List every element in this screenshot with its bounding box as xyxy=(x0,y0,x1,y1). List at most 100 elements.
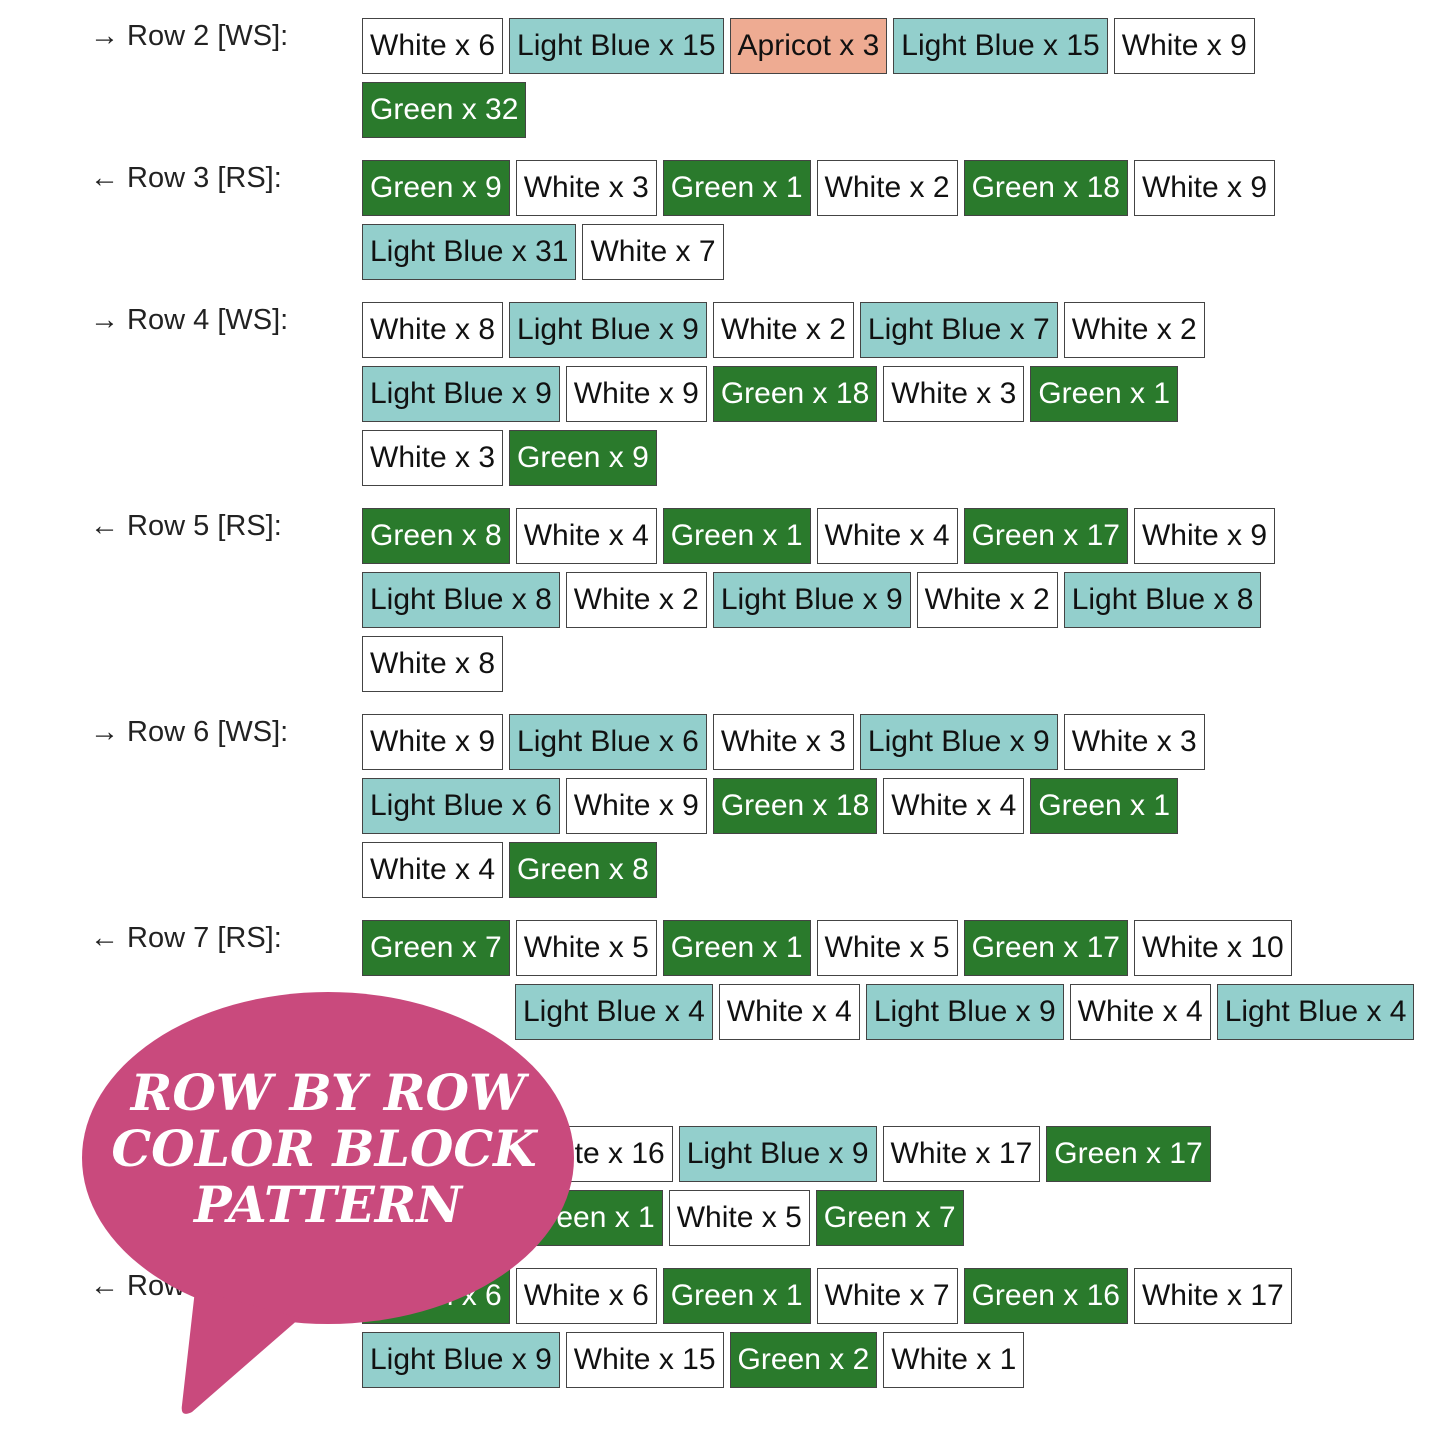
color-block: Light Blue x 9 xyxy=(712,572,911,628)
color-block: White x 4 xyxy=(883,778,1025,834)
pattern-row: ← Row 5 [RS]: Green x 8 White x 4 Green x 1… xyxy=(0,508,1445,692)
color-block: Green x 16 xyxy=(963,1268,1128,1324)
color-block: White x 2 xyxy=(816,160,958,216)
color-block: Green x 1 xyxy=(1030,366,1179,422)
color-block: Green x 1 xyxy=(662,508,811,564)
color-block: White x 3 xyxy=(362,430,504,486)
color-block: Light Blue x 4 xyxy=(1216,984,1415,1040)
color-block: White x 8 xyxy=(362,302,504,358)
block-line: Green x 9 White x 3 Green x 1 White x 2 Gree… xyxy=(362,160,1445,216)
badge-bubble xyxy=(82,992,574,1414)
block-line: White x 8 xyxy=(362,636,1445,692)
block-line: Green x 32 xyxy=(362,82,1445,138)
color-block: Green x 7 xyxy=(815,1190,964,1246)
block-line: Light Blue x 9 White x 9 Green x 18 White x… xyxy=(362,366,1445,422)
color-block: White x 2 xyxy=(712,302,854,358)
block-line: White x 4 Green x 8 xyxy=(362,842,1445,898)
color-block: Apricot x 3 xyxy=(729,18,888,74)
color-block: White x 5 xyxy=(515,920,657,976)
color-block: Light Blue x 6 xyxy=(362,778,560,834)
color-block: White x 9 xyxy=(1113,18,1255,74)
row-label: ← Row 5 [RS]: xyxy=(90,510,282,542)
color-block: Light Blue x 7 xyxy=(859,302,1058,358)
color-block: White x 2 xyxy=(1063,302,1205,358)
block-line: White x 8 Light Blue x 9 White x 2 Light Bl… xyxy=(362,302,1445,358)
color-block: White x 10 xyxy=(1133,920,1292,976)
color-block: Light Blue x 4 xyxy=(515,984,713,1040)
color-block: Light Blue x 15 xyxy=(509,18,724,74)
color-block: White x 1 xyxy=(883,1332,1025,1388)
color-block: White x 8 xyxy=(362,636,504,692)
color-block: Green x 18 xyxy=(712,366,878,422)
color-block: Light Blue x 8 xyxy=(1063,572,1262,628)
color-block: Green x 17 xyxy=(963,920,1128,976)
color-block: Light Blue x 9 xyxy=(362,366,560,422)
color-block: Light Blue x 31 xyxy=(362,224,577,280)
color-block: Green x 2 xyxy=(729,1332,878,1388)
color-block: Light Blue x 8 xyxy=(362,572,560,628)
color-block: White x 15 xyxy=(565,1332,724,1388)
color-block: White x 2 xyxy=(916,572,1058,628)
color-block: White x 4 xyxy=(515,508,657,564)
pattern-row: ← Row 3 [RS]: Green x 9 White x 3 Green x 1… xyxy=(0,160,1445,280)
color-block: White x 7 xyxy=(582,224,724,280)
badge-line: PATTERN xyxy=(192,1175,464,1234)
color-block: White x 5 xyxy=(668,1190,810,1246)
block-line: Light Blue x 9 White x 15 Green x 2 White x… xyxy=(362,1332,1445,1388)
color-block: Green x 1 xyxy=(662,920,811,976)
color-block: White x 6 xyxy=(362,18,504,74)
badge-line: COLOR BLOCK xyxy=(111,1119,539,1178)
badge-line: ROW BY ROW xyxy=(129,1063,530,1122)
color-block: Green x 7 xyxy=(362,920,510,976)
pattern-row: → Row 4 [WS]: White x 8 Light Blue x 9 Whit… xyxy=(0,302,1445,486)
color-block: Light Blue x 9 xyxy=(678,1126,877,1182)
color-block: Green x 8 xyxy=(362,508,510,564)
block-line: White x 9 Light Blue x 6 White x 3 Light Bl… xyxy=(362,714,1445,770)
color-block: White x 2 xyxy=(565,572,707,628)
row-label: → Row 2 [WS]: xyxy=(90,20,289,52)
row-label: → Row 6 [WS]: xyxy=(90,716,289,748)
color-block: Green x 9 xyxy=(362,160,510,216)
block-line: Light Blue x 4 White x 4 Light Blue x 9 Whi… xyxy=(515,984,1445,1040)
pattern-row: → Row 6 [WS]: White x 9 Light Blue x 6 Whit… xyxy=(0,714,1445,898)
color-block: Green x 17 xyxy=(1046,1126,1211,1182)
pattern-rows: → Row 2 [WS]: White x 6 Light Blue x 15 Apr… xyxy=(0,18,1445,1410)
block-line: White x 6 Light Blue x 15 Apricot x 3 Light… xyxy=(362,18,1445,74)
color-block: White x 9 xyxy=(565,366,707,422)
pattern-row: ← Row 7 [RS]: Green x 7 White x 5 Green x 1… xyxy=(0,920,1445,1104)
pattern-row: White x 16 Light Blue x 9 White x 17 Green … xyxy=(0,1126,1445,1246)
color-block: White x 3 xyxy=(515,160,657,216)
block-line: White x 16 Light Blue x 9 White x 17 Green … xyxy=(515,1126,1445,1182)
row-label: ← Row 3 [RS]: xyxy=(90,162,282,194)
color-block: Green x 8 xyxy=(509,842,657,898)
color-block: White x 5 xyxy=(816,920,958,976)
row-label: → Row 4 [WS]: xyxy=(90,304,289,336)
color-block: White x 4 xyxy=(718,984,860,1040)
color-block: Green x 1 xyxy=(1030,778,1179,834)
color-block: Light Blue x 9 xyxy=(509,302,707,358)
block-line: Light Blue x 31 White x 7 xyxy=(362,224,1445,280)
block-line: White x 3 Green x 9 xyxy=(362,430,1445,486)
color-block: Light Blue x 9 xyxy=(865,984,1064,1040)
color-block: Light Blue x 6 xyxy=(509,714,707,770)
block-line: Light Blue x 6 White x 9 Green x 18 White x… xyxy=(362,778,1445,834)
color-block: White x 9 xyxy=(565,778,707,834)
color-block: White x 4 xyxy=(1069,984,1211,1040)
color-block: White x 6 xyxy=(515,1268,657,1324)
pattern-row: → Row 2 [WS]: White x 6 Light Blue x 15 Apr… xyxy=(0,18,1445,138)
color-block: White x 17 xyxy=(1133,1268,1292,1324)
color-block: White x 3 xyxy=(883,366,1025,422)
block-line: Light Blue x 8 White x 2 Light Blue x 9 Whi… xyxy=(362,572,1445,628)
color-block: Light Blue x 15 xyxy=(893,18,1108,74)
color-block: White x 9 xyxy=(362,714,504,770)
color-block: Green x 32 xyxy=(362,82,527,138)
color-block: White x 9 xyxy=(1133,160,1276,216)
color-block: Green x 9 xyxy=(509,430,657,486)
color-block: Green x 18 xyxy=(963,160,1128,216)
color-block: Light Blue x 9 xyxy=(859,714,1058,770)
color-block: Light Blue x 9 xyxy=(362,1332,560,1388)
row-label: ← Row 7 [RS]: xyxy=(90,922,282,954)
color-block: White x 17 xyxy=(882,1126,1041,1182)
